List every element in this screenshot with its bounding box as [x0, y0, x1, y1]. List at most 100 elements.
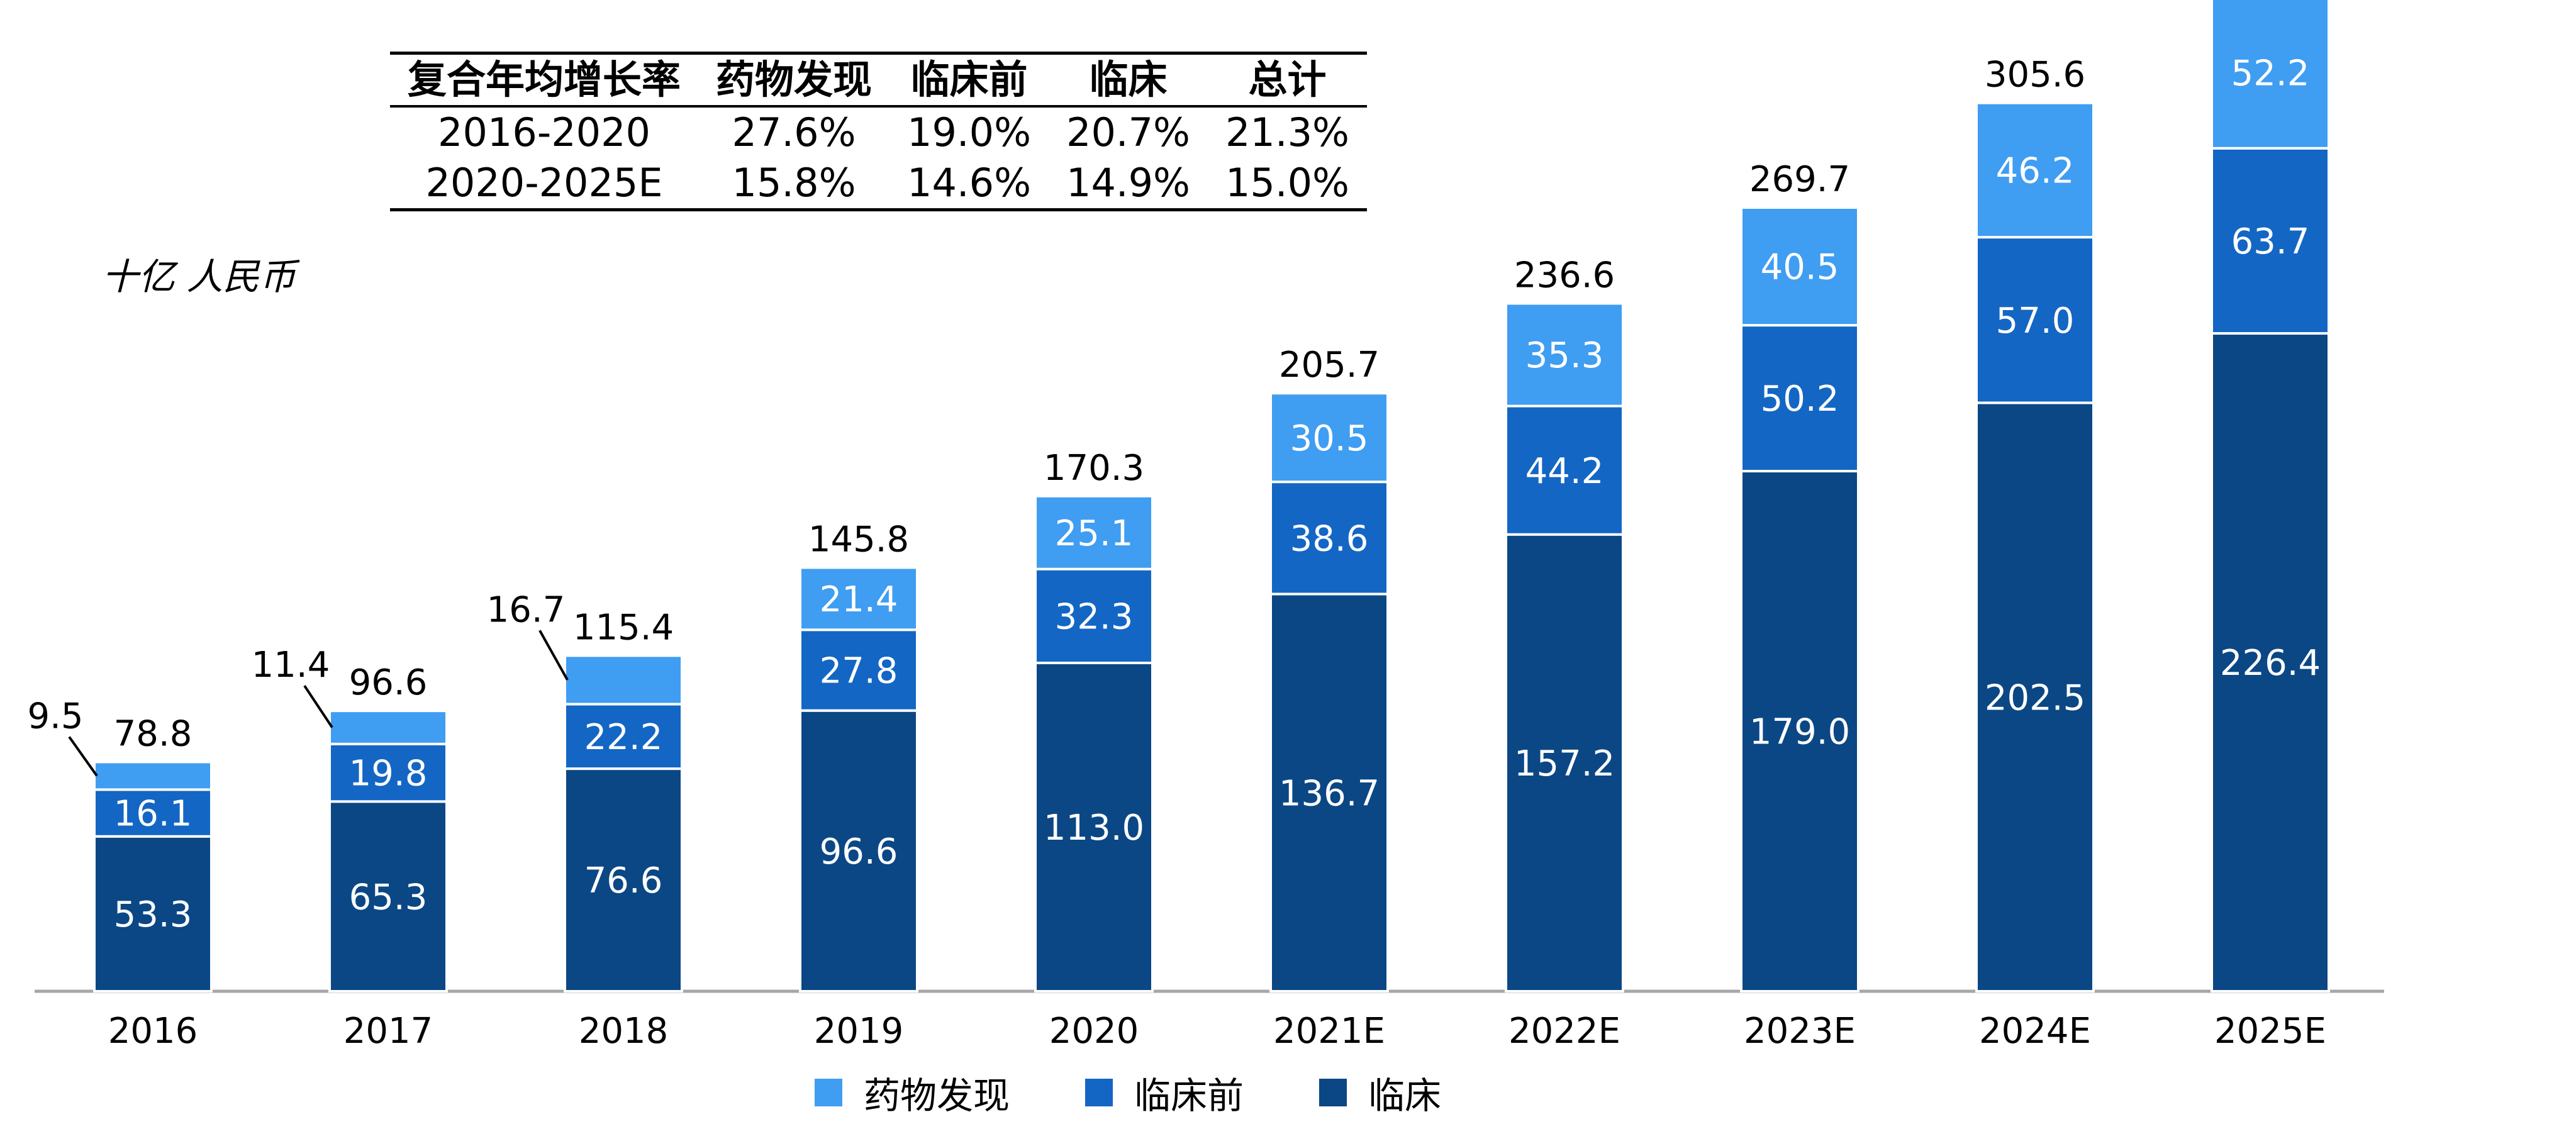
- cagr-cell: 21.3%: [1225, 109, 1349, 155]
- bar-total-label: 96.6: [349, 662, 428, 703]
- bar-total-label: 269.7: [1749, 159, 1850, 200]
- leader-line: [538, 630, 569, 681]
- cagr-header-discovery: 药物发现: [716, 57, 873, 103]
- bar-segment-discovery: [1505, 302, 1624, 408]
- cagr-cell: 15.8%: [732, 160, 856, 206]
- cagr-cell: 14.9%: [1066, 160, 1190, 206]
- legend-label-preclinical: 临床前: [1134, 1074, 1244, 1117]
- bar-total-label: 170.3: [1044, 448, 1144, 489]
- cagr-cell: 14.6%: [907, 160, 1031, 206]
- bar-segment-preclinical: [1034, 567, 1154, 664]
- bar-segment-discovery: [1975, 101, 2095, 239]
- bar-data-label: 22.2: [584, 717, 663, 758]
- bar-segment-discovery: [564, 654, 683, 706]
- cagr-table-header-row: 复合年均增长率 药物发现 临床前 临床 总计: [390, 53, 1367, 106]
- x-tick-label: 2016: [108, 1011, 198, 1052]
- bar-segment-discovery: [1740, 206, 1860, 327]
- bar-data-label: 57.0: [1996, 301, 2075, 342]
- bar-data-label: 35.3: [1525, 335, 1604, 376]
- bar-segment-discovery: [328, 709, 448, 745]
- bar-total-label: 305.6: [1985, 55, 2085, 96]
- x-tick-label: 2021E: [1273, 1011, 1385, 1052]
- legend-item-clinical: 临床: [1319, 1066, 1441, 1119]
- bar-data-label: 30.5: [1290, 418, 1369, 459]
- bar-segment-clinical: [1740, 470, 1860, 993]
- x-tick-label: 2022E: [1508, 1011, 1620, 1052]
- bar-data-label: 179.0: [1749, 712, 1850, 753]
- bar-data-label: 113.0: [1044, 808, 1144, 848]
- bar-segment-preclinical: [328, 742, 448, 803]
- bar-data-label: 50.2: [1761, 379, 1839, 420]
- bar-segment-preclinical: [1505, 404, 1624, 536]
- bar-data-label: 38.6: [1290, 518, 1369, 559]
- cagr-header-clinical: 临床: [1089, 57, 1168, 103]
- bar-segment-clinical: [1975, 401, 2095, 993]
- legend-item-preclinical: 临床前: [1085, 1066, 1244, 1119]
- bar-segment-clinical: [1034, 661, 1154, 993]
- leader-line: [303, 685, 333, 728]
- bar-segment-preclinical: [1740, 324, 1860, 473]
- cagr-cell: 15.0%: [1225, 160, 1349, 206]
- bar-segment-clinical: [328, 800, 448, 993]
- bar-data-label: 76.6: [584, 860, 663, 901]
- table-row: 2016-2020 27.6% 19.0% 20.7% 21.3%: [390, 106, 1367, 158]
- legend-swatch-clinical: [1319, 1079, 1347, 1106]
- x-tick-label: 2019: [814, 1011, 904, 1052]
- bar-total-label: 236.6: [1514, 255, 1615, 296]
- bar-segment-preclinical: [799, 628, 918, 712]
- cagr-header-preclinical: 临床前: [910, 57, 1028, 103]
- unit-label: 十亿 人民币: [102, 255, 296, 298]
- bar-data-label: 52.2: [2231, 53, 2310, 94]
- bar-segment-preclinical: [1975, 236, 2095, 404]
- bar-segment-clinical: [564, 767, 683, 993]
- bar-data-label: 32.3: [1055, 596, 1134, 637]
- x-tick-label: 2024E: [1979, 1011, 2091, 1052]
- chart-legend: 药物发现 临床前 临床: [815, 1066, 1517, 1119]
- bar-segment-discovery: [1034, 494, 1154, 570]
- bar-total-label: 205.7: [1279, 345, 1380, 386]
- bar-data-label: 11.4: [252, 645, 330, 686]
- bar-segment-discovery: [2211, 0, 2330, 150]
- bar-segment-clinical: [93, 835, 213, 993]
- cagr-cell: 20.7%: [1066, 109, 1190, 155]
- bar-data-label: 226.4: [2220, 643, 2321, 684]
- x-tick-label: 2023E: [1744, 1011, 1856, 1052]
- bar-data-label: 19.8: [349, 754, 428, 794]
- bar-segment-preclinical: [93, 788, 213, 838]
- bar-total-label: 78.8: [114, 713, 192, 754]
- bar-data-label: 53.3: [114, 894, 192, 935]
- bar-data-label: 21.4: [820, 579, 898, 620]
- bar-data-label: 46.2: [1996, 151, 2075, 192]
- cagr-header-period: 复合年均增长率: [408, 57, 681, 103]
- bar-total-label: 145.8: [808, 519, 909, 560]
- x-tick-label: 2025E: [2214, 1011, 2326, 1052]
- bar-segment-clinical: [1505, 533, 1624, 993]
- cagr-cell: 27.6%: [732, 109, 856, 155]
- legend-item-discovery: 药物发现: [815, 1066, 1010, 1119]
- legend-label-discovery: 药物发现: [864, 1074, 1010, 1117]
- bar-data-label: 25.1: [1055, 513, 1134, 554]
- table-row: 2020-2025E 15.8% 14.6% 14.9% 15.0%: [390, 158, 1367, 210]
- legend-label-clinical: 临床: [1368, 1074, 1442, 1117]
- bar-segment-discovery: [1269, 392, 1389, 484]
- bar-data-label: 202.5: [1985, 677, 2085, 718]
- bar-data-label: 40.5: [1761, 247, 1839, 288]
- bar-data-label: 96.6: [820, 832, 898, 872]
- cagr-cell: 19.0%: [907, 109, 1031, 155]
- bar-data-label: 44.2: [1525, 451, 1604, 492]
- bar-segment-discovery: [93, 760, 213, 791]
- x-tick-label: 2018: [579, 1011, 669, 1052]
- bar-data-label: 136.7: [1279, 773, 1380, 814]
- leader-line: [68, 736, 98, 777]
- bar-segment-discovery: [799, 566, 918, 631]
- bar-total-label: 115.4: [573, 607, 674, 648]
- cagr-cell: 2020-2025E: [425, 160, 663, 206]
- cagr-cell: 2016-2020: [438, 109, 650, 155]
- bar-data-label: 157.2: [1514, 743, 1615, 784]
- cagr-table: 复合年均增长率 药物发现 临床前 临床 总计 2016-2020 27.6% 1…: [390, 52, 1367, 211]
- legend-swatch-discovery: [815, 1079, 842, 1106]
- cagr-header-total: 总计: [1248, 57, 1327, 103]
- bar-data-label: 65.3: [349, 877, 428, 918]
- bar-data-label: 9.5: [27, 696, 83, 737]
